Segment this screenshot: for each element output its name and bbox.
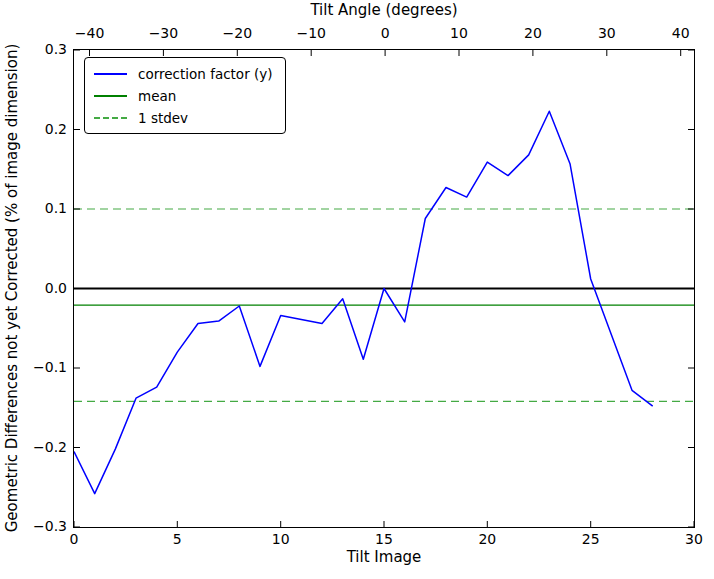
legend-line-sample	[94, 117, 127, 119]
legend-label: mean	[138, 88, 176, 104]
x2-tick-label: 40	[672, 26, 690, 41]
y-tick-label: 0.0	[45, 281, 67, 296]
legend-line-sample	[94, 73, 127, 75]
x-tick-label: 15	[375, 532, 393, 547]
correction-factor-line	[74, 111, 653, 493]
legend: correction factor (y) mean 1 stdev	[84, 57, 286, 134]
legend-label: 1 stdev	[138, 110, 188, 126]
legend-line-sample	[94, 95, 127, 97]
legend-label: correction factor (y)	[138, 66, 273, 82]
x2-tick-label: 10	[450, 26, 468, 41]
x-tick-label: 30	[685, 532, 703, 547]
x-tick-label: 0	[70, 532, 79, 547]
y-tick-label: 0.2	[45, 122, 67, 137]
x-tick-label: 20	[478, 532, 496, 547]
x2-tick-label: −30	[149, 26, 179, 41]
y-tick-label: −0.1	[33, 360, 67, 375]
x2-tick-label: −40	[75, 26, 105, 41]
y-axis-title: Geometric Differences not yet Corrected …	[4, 44, 21, 533]
x2-tick-label: −10	[296, 26, 326, 41]
legend-entry: correction factor (y)	[94, 64, 273, 83]
legend-entry: 1 stdev	[94, 108, 273, 127]
y-tick-label: −0.3	[33, 519, 67, 534]
x-tick-label: 25	[582, 532, 600, 547]
x2-tick-label: 0	[381, 26, 390, 41]
bottom-axis-title: Tilt Image	[347, 549, 422, 566]
x-tick-label: 5	[173, 532, 182, 547]
y-tick-label: 0.3	[45, 42, 67, 57]
x2-tick-label: 20	[524, 26, 542, 41]
top-axis-title: Tilt Angle (degrees)	[310, 2, 457, 19]
x-tick-label: 10	[272, 532, 290, 547]
x2-tick-label: −20	[223, 26, 253, 41]
figure: Tilt Angle (degrees) Tilt Image Geometri…	[0, 0, 714, 579]
y-tick-label: −0.2	[33, 440, 67, 455]
y-tick-label: 0.1	[45, 201, 67, 216]
legend-entry: mean	[94, 86, 273, 105]
x2-tick-label: 30	[598, 26, 616, 41]
